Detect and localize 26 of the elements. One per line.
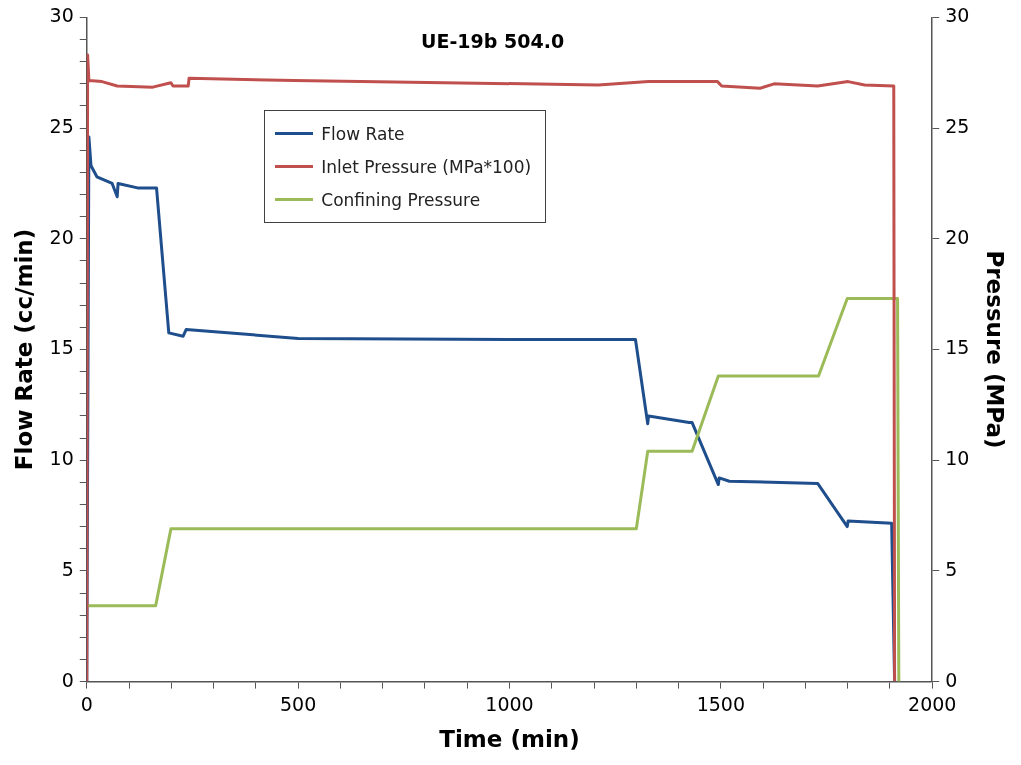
legend-label: Flow Rate [321, 123, 405, 144]
x-tick-label: 1500 [696, 692, 746, 715]
y-tick-label: 10 [49, 447, 74, 470]
y2-tick-label: 20 [945, 225, 970, 248]
y2-axis-title: Pressure (MPa) [982, 250, 1009, 449]
y2-tick-label: 25 [945, 115, 970, 138]
y2-tick-label: 30 [945, 4, 970, 27]
y2-tick-label: 0 [945, 668, 958, 691]
y-tick-label: 30 [49, 4, 74, 27]
y-tick-label: 20 [49, 225, 74, 248]
y-tick-label: 15 [49, 336, 74, 359]
y2-tick-label: 15 [945, 336, 970, 359]
y2-tick-label: 10 [945, 447, 970, 470]
legend-label: Confining Pressure [321, 189, 481, 210]
x-tick-label: 0 [80, 692, 93, 715]
x-tick-label: 500 [280, 692, 317, 715]
y-tick-label: 25 [49, 115, 74, 138]
x-tick-label: 1000 [485, 692, 534, 715]
y-tick-label: 5 [61, 557, 74, 580]
y2-tick-label: 5 [945, 557, 958, 580]
x-axis-title: Time (min) [439, 726, 580, 753]
x-tick-label: 2000 [908, 692, 957, 715]
legend-label: Inlet Pressure (MPa*100) [321, 156, 532, 177]
y-axis-title: Flow Rate (cc/min) [10, 228, 37, 471]
y-tick-label: 0 [61, 668, 74, 691]
text: UE-19b 504.0 [421, 29, 565, 52]
